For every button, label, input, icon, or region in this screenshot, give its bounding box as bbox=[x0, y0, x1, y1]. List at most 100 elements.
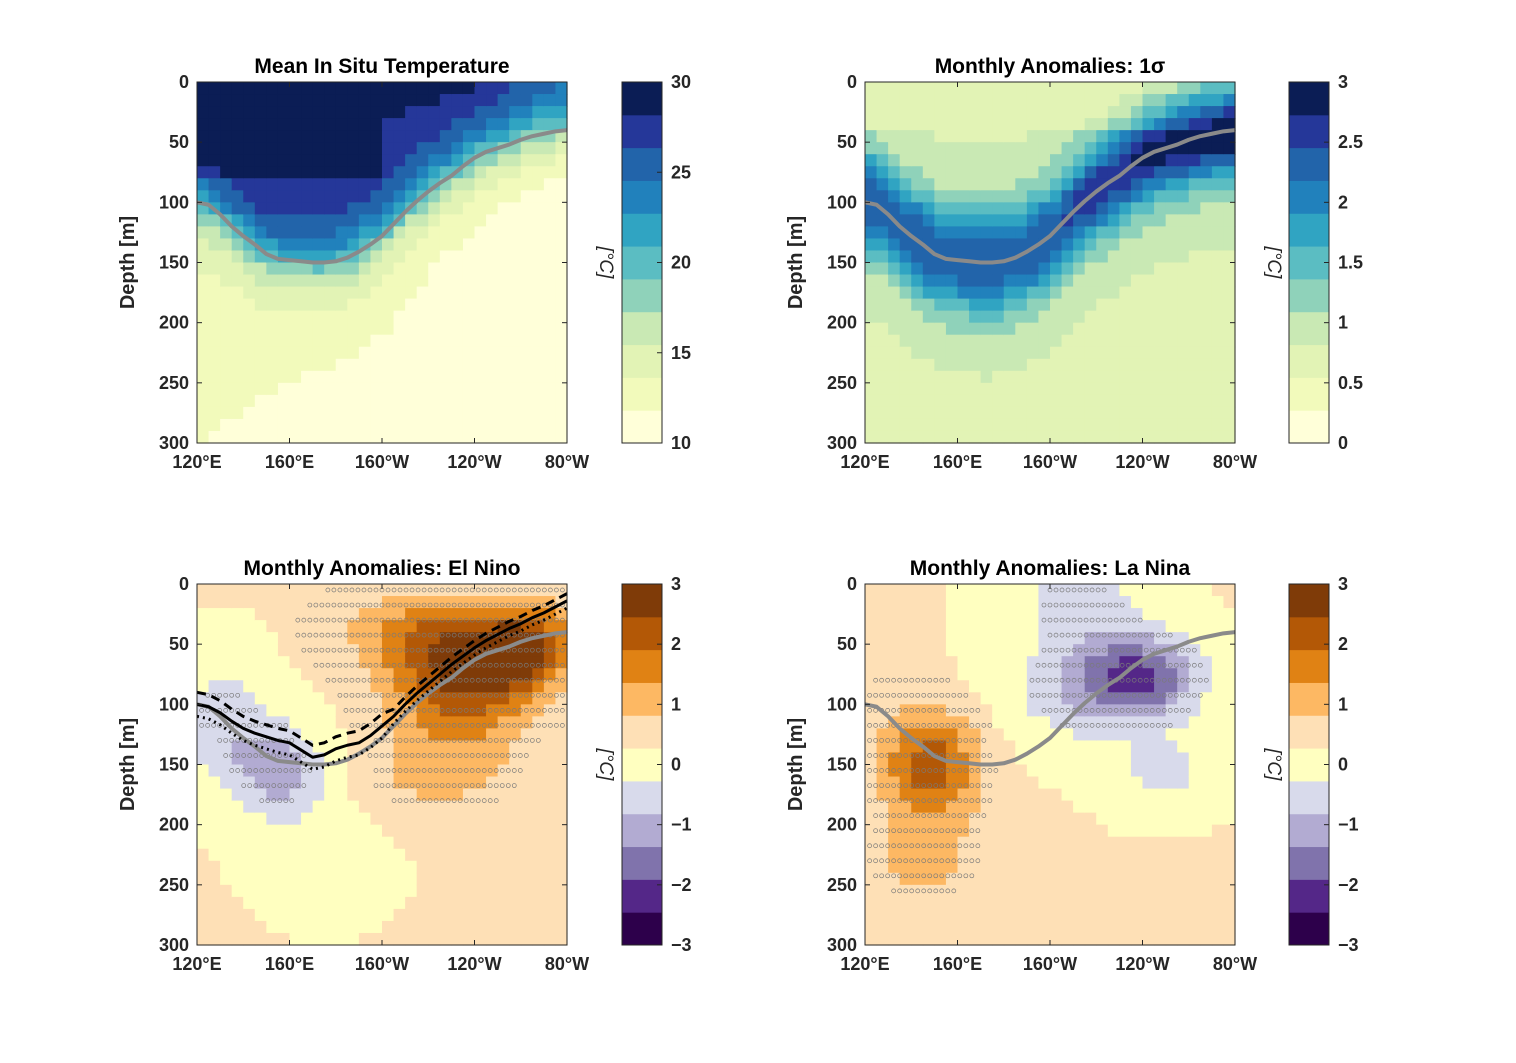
heatmap-cell bbox=[439, 238, 452, 252]
heatmap-cell bbox=[439, 608, 452, 621]
stipple-dot bbox=[909, 723, 915, 728]
heatmap-cell bbox=[911, 178, 924, 191]
stipple-dot bbox=[433, 798, 439, 803]
heatmap-cell bbox=[1107, 334, 1120, 348]
heatmap-cell bbox=[1154, 668, 1167, 681]
heatmap-cell bbox=[888, 406, 901, 420]
stipple-dot bbox=[1137, 723, 1143, 728]
heatmap-cell bbox=[865, 214, 878, 227]
stipple-dot bbox=[475, 677, 481, 683]
heatmap-cell bbox=[1073, 394, 1086, 408]
heatmap-cell bbox=[969, 154, 982, 167]
heatmap-cell bbox=[462, 584, 476, 597]
heatmap-cell bbox=[254, 298, 267, 312]
y-tick-label: 50 bbox=[837, 132, 857, 152]
heatmap-cell bbox=[1200, 382, 1213, 396]
stipple-dot bbox=[1047, 632, 1053, 638]
heatmap-cell bbox=[486, 226, 499, 240]
heatmap-cell bbox=[532, 142, 545, 155]
heatmap-cell bbox=[1130, 788, 1144, 802]
heatmap-cell bbox=[277, 346, 291, 360]
heatmap-cell bbox=[497, 190, 510, 203]
heatmap-cell bbox=[1026, 250, 1040, 264]
stipple-dot bbox=[1101, 587, 1107, 593]
heatmap-cell bbox=[922, 298, 935, 312]
heatmap-cell bbox=[347, 286, 360, 300]
stipple-dot bbox=[1053, 587, 1059, 593]
heatmap-cell bbox=[266, 82, 279, 95]
heatmap-cell bbox=[1154, 406, 1167, 420]
stipple-dot bbox=[1053, 692, 1059, 698]
heatmap-cell bbox=[876, 824, 889, 838]
heatmap-cell bbox=[486, 920, 499, 934]
stipple-dot bbox=[481, 617, 487, 623]
heatmap-cell bbox=[208, 908, 221, 922]
heatmap-cell bbox=[347, 716, 360, 729]
heatmap-cell bbox=[957, 226, 970, 240]
heatmap-cell bbox=[486, 836, 499, 850]
heatmap-cell bbox=[1200, 298, 1213, 312]
heatmap-cell bbox=[555, 394, 568, 408]
heatmap-cell bbox=[899, 274, 912, 288]
heatmap-cell bbox=[289, 118, 302, 131]
stipple-dot bbox=[367, 662, 373, 668]
stipple-dot bbox=[891, 692, 897, 698]
stipple-dot bbox=[433, 707, 439, 713]
heatmap-cell bbox=[945, 418, 959, 432]
heatmap-cell bbox=[335, 824, 348, 838]
heatmap-cell bbox=[197, 860, 210, 874]
heatmap-cell bbox=[382, 884, 395, 898]
heatmap-cell bbox=[358, 142, 372, 155]
heatmap-cell bbox=[382, 130, 395, 143]
heatmap-cell bbox=[266, 358, 279, 372]
heatmap-cell bbox=[1084, 202, 1097, 215]
stipple-dot bbox=[511, 587, 517, 593]
y-tick-label: 50 bbox=[169, 132, 189, 152]
stipple-dot bbox=[493, 617, 499, 623]
stipple-dot bbox=[433, 768, 439, 773]
heatmap-cell bbox=[865, 632, 878, 645]
heatmap-cell bbox=[347, 154, 360, 167]
heatmap-cell bbox=[1223, 896, 1236, 910]
heatmap-cell bbox=[1211, 620, 1225, 633]
heatmap-cell bbox=[1130, 632, 1144, 645]
heatmap-cell bbox=[277, 872, 291, 886]
heatmap-cell bbox=[1130, 608, 1144, 621]
heatmap-cell bbox=[957, 800, 970, 814]
heatmap-cell bbox=[324, 202, 337, 215]
heatmap-cell bbox=[888, 656, 901, 669]
heatmap-cell bbox=[347, 214, 360, 227]
heatmap-cell bbox=[980, 190, 993, 203]
heatmap-cell bbox=[532, 896, 545, 910]
heatmap-cell bbox=[922, 896, 935, 910]
heatmap-cell bbox=[462, 166, 476, 179]
heatmap-cell bbox=[197, 190, 210, 203]
heatmap-cell bbox=[474, 908, 487, 922]
stipple-dot bbox=[517, 692, 523, 698]
heatmap-cell bbox=[486, 130, 499, 143]
heatmap-cell bbox=[416, 250, 429, 264]
stipple-dot bbox=[475, 723, 481, 728]
heatmap-cell bbox=[1038, 130, 1051, 143]
heatmap-cell bbox=[474, 716, 487, 729]
heatmap-cell bbox=[474, 704, 487, 717]
heatmap-cell bbox=[486, 872, 499, 886]
heatmap-cell bbox=[1211, 788, 1225, 802]
heatmap-cell bbox=[1015, 920, 1028, 934]
heatmap-cell bbox=[254, 632, 267, 645]
heatmap-cell bbox=[1130, 692, 1144, 705]
heatmap-cell bbox=[451, 202, 464, 215]
heatmap-cell bbox=[266, 166, 279, 179]
heatmap-cell bbox=[1119, 118, 1132, 131]
heatmap-cell bbox=[277, 382, 291, 396]
colorbar-tick-label: 30 bbox=[671, 72, 691, 92]
heatmap-cell bbox=[439, 382, 452, 396]
heatmap-cell bbox=[1050, 728, 1063, 742]
heatmap-cell bbox=[243, 322, 256, 336]
stipple-dot bbox=[1071, 692, 1077, 698]
heatmap-cell bbox=[520, 740, 533, 754]
heatmap-cell bbox=[220, 418, 233, 432]
heatmap-cell bbox=[1223, 202, 1236, 215]
heatmap-cell bbox=[197, 346, 210, 360]
heatmap-cell bbox=[876, 358, 889, 372]
